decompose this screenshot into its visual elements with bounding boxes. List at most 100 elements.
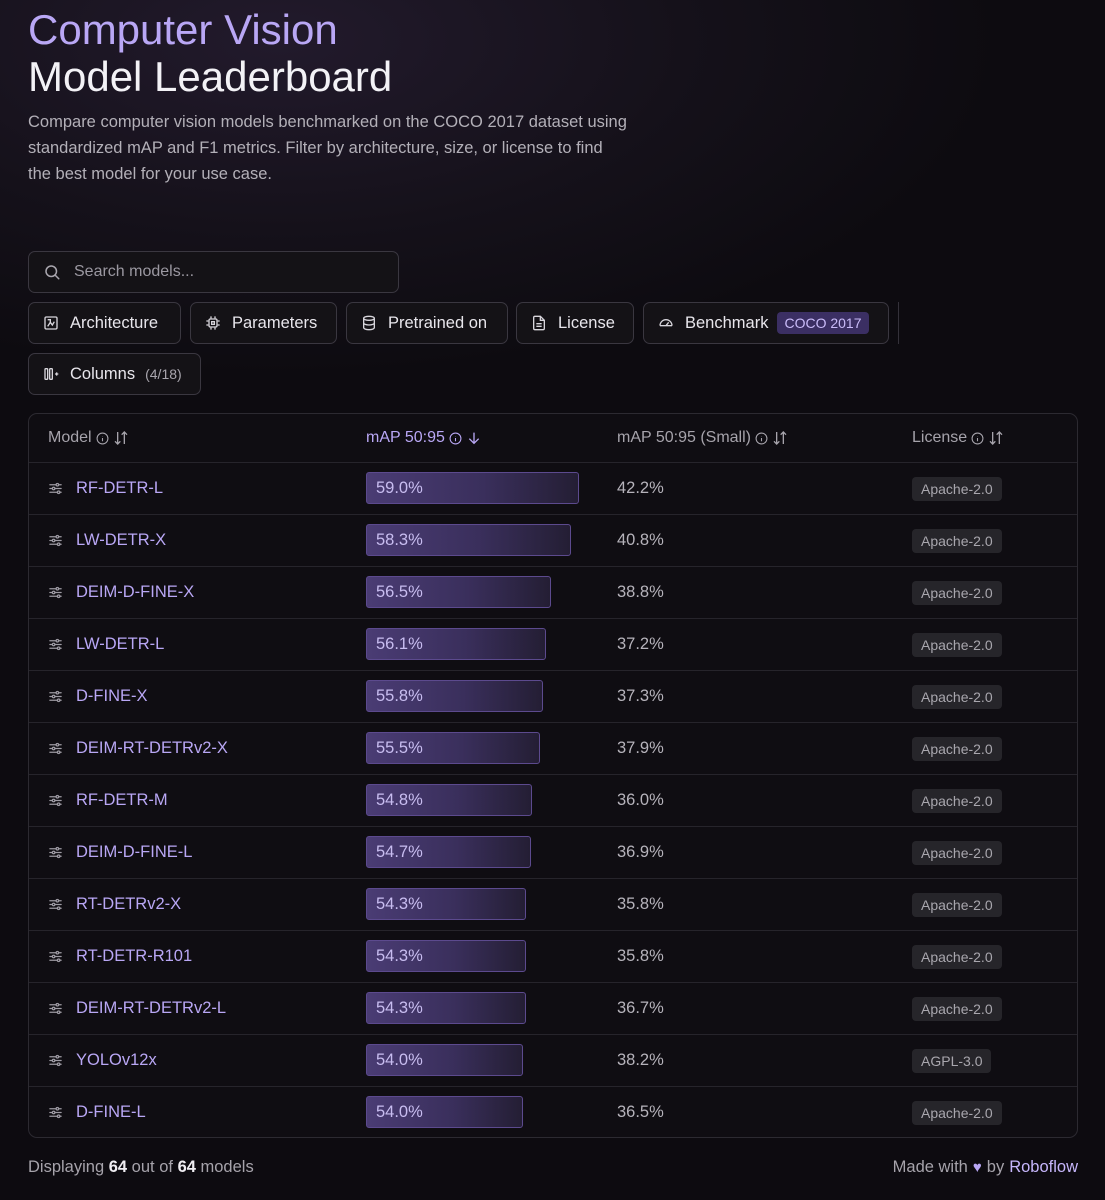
sliders-icon[interactable] [48,689,63,704]
sliders-icon[interactable] [48,897,63,912]
sliders-icon[interactable] [48,1105,63,1120]
license-filter-button[interactable]: License [516,302,634,344]
map-small-value: 35.8% [617,895,664,913]
made-with: Made with ♥ by Roboflow [893,1158,1078,1177]
model-cell[interactable]: RF-DETR-M [48,775,168,826]
sliders-icon[interactable] [48,637,63,652]
table-row[interactable]: D-FINE-X 55.8% 37.3% Apache-2.0 [29,670,1077,722]
sliders-icon[interactable] [48,1001,63,1016]
model-name[interactable]: YOLOv12x [76,1051,157,1069]
map-bar [366,732,540,764]
model-cell[interactable]: YOLOv12x [48,1035,157,1086]
search-icon [45,265,60,280]
sort-desc-icon[interactable] [466,430,482,446]
license-badge: Apache-2.0 [912,892,1002,917]
info-icon[interactable] [971,432,984,445]
table-row[interactable]: DEIM-RT-DETRv2-L 54.3% 36.7% Apache-2.0 [29,982,1077,1034]
brand-link[interactable]: Roboflow [1009,1158,1078,1176]
model-cell[interactable]: DEIM-RT-DETRv2-X [48,723,228,774]
model-name[interactable]: DEIM-RT-DETRv2-X [76,739,228,757]
model-cell[interactable]: DEIM-D-FINE-L [48,827,192,878]
architecture-label: Architecture [70,313,159,332]
model-cell[interactable]: D-FINE-X [48,671,148,722]
table-row[interactable]: YOLOv12x 54.0% 38.2% AGPL-3.0 [29,1034,1077,1086]
info-icon[interactable] [449,432,462,445]
table-row[interactable]: DEIM-D-FINE-X 56.5% 38.8% Apache-2.0 [29,566,1077,618]
model-name[interactable]: D-FINE-L [76,1103,146,1121]
map-small-value: 38.8% [617,583,664,601]
model-cell[interactable]: LW-DETR-L [48,619,164,670]
map-small-value: 40.8% [617,531,664,549]
search-input[interactable] [74,263,374,281]
map-bar [366,576,551,608]
heart-icon: ♥ [972,1159,982,1176]
license-cell: Apache-2.0 [912,1087,1002,1137]
sliders-icon[interactable] [48,481,63,496]
sliders-icon[interactable] [48,1053,63,1068]
table-row[interactable]: RF-DETR-M 54.8% 36.0% Apache-2.0 [29,774,1077,826]
map-value: 54.7% [376,843,423,861]
architecture-filter-button[interactable]: Architecture [28,302,181,344]
sort-icon[interactable] [772,430,788,446]
model-name[interactable]: RT-DETR-R101 [76,947,193,965]
map-bar [366,836,531,868]
model-cell[interactable]: LW-DETR-X [48,515,166,566]
sliders-icon[interactable] [48,533,63,548]
benchmark-badge: COCO 2017 [777,312,869,334]
map-small-value: 38.2% [617,1051,664,1069]
license-cell: Apache-2.0 [912,879,1002,930]
table-row[interactable]: RT-DETRv2-X 54.3% 35.8% Apache-2.0 [29,878,1077,930]
sliders-icon[interactable] [48,845,63,860]
columns-button[interactable]: Columns (4/18) [28,353,201,395]
info-icon[interactable] [96,432,109,445]
model-cell[interactable]: RT-DETRv2-X [48,879,181,930]
table-row[interactable]: RT-DETR-R101 54.3% 35.8% Apache-2.0 [29,930,1077,982]
sliders-icon[interactable] [48,793,63,808]
sort-icon[interactable] [988,430,1004,446]
map-small-value: 36.0% [617,791,664,809]
made-with-label: Made with [892,1158,968,1176]
sort-icon[interactable] [113,430,129,446]
model-name[interactable]: DEIM-D-FINE-L [76,843,193,861]
model-name[interactable]: DEIM-RT-DETRv2-L [76,999,227,1017]
info-icon[interactable] [755,432,768,445]
map-small-value: 42.2% [617,479,664,497]
model-cell[interactable]: DEIM-D-FINE-X [48,567,194,618]
parameters-filter-button[interactable]: Parameters [190,302,337,344]
map-value: 54.3% [376,947,423,965]
database-icon [363,315,375,331]
header-model[interactable]: Model [48,414,129,462]
columns-label: Columns [70,364,136,383]
parameters-label: Parameters [232,313,318,332]
table-row[interactable]: LW-DETR-X 58.3% 40.8% Apache-2.0 [29,514,1077,566]
header-license[interactable]: License [912,414,1004,462]
model-cell[interactable]: RF-DETR-L [48,463,163,514]
model-name[interactable]: RT-DETRv2-X [76,895,182,913]
pretrained-filter-button[interactable]: Pretrained on [346,302,508,344]
table-row[interactable]: D-FINE-L 54.0% 36.5% Apache-2.0 [29,1086,1077,1137]
model-name[interactable]: RF-DETR-M [76,791,168,809]
table-row[interactable]: RF-DETR-L 59.0% 42.2% Apache-2.0 [29,462,1077,514]
model-name[interactable]: RF-DETR-L [76,479,164,497]
map-value: 54.3% [376,895,423,913]
model-cell[interactable]: DEIM-RT-DETRv2-L [48,983,226,1034]
model-name[interactable]: LW-DETR-X [76,531,167,549]
model-name[interactable]: LW-DETR-L [76,635,165,653]
benchmark-filter-button[interactable]: Benchmark COCO 2017 [643,302,889,344]
model-cell[interactable]: RT-DETR-R101 [48,931,192,982]
sliders-icon[interactable] [48,949,63,964]
sliders-icon[interactable] [48,585,63,600]
search-box[interactable] [28,251,399,293]
model-cell[interactable]: D-FINE-L [48,1087,146,1137]
header-map[interactable]: mAP 50:95 [366,414,482,462]
sliders-icon[interactable] [48,741,63,756]
architecture-icon [44,316,58,330]
table-row[interactable]: DEIM-RT-DETRv2-X 55.5% 37.9% Apache-2.0 [29,722,1077,774]
license-cell: Apache-2.0 [912,931,1002,982]
model-name[interactable]: D-FINE-X [76,687,148,705]
table-row[interactable]: LW-DETR-L 56.1% 37.2% Apache-2.0 [29,618,1077,670]
header-map-small[interactable]: mAP 50:95 (Small) [617,414,788,462]
table-header: Model mAP 50:95 mAP 50:95 (Small) Licens… [29,414,1077,462]
model-name[interactable]: DEIM-D-FINE-X [76,583,195,601]
table-row[interactable]: DEIM-D-FINE-L 54.7% 36.9% Apache-2.0 [29,826,1077,878]
